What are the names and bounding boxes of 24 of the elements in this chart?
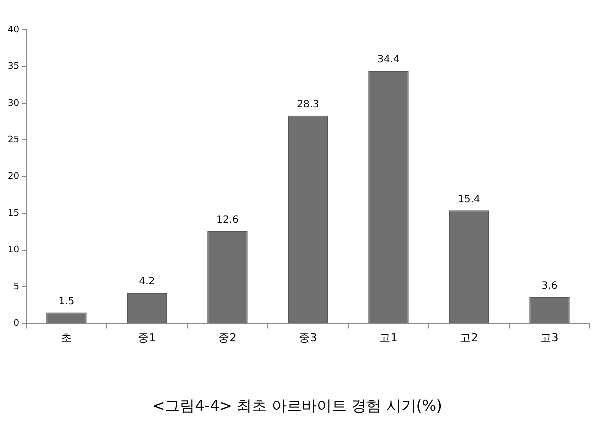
data-label: 12.6 bbox=[216, 214, 239, 226]
data-label: 15.4 bbox=[458, 194, 480, 206]
data-label: 1.5 bbox=[58, 296, 75, 308]
y-tick-label: 30 bbox=[8, 98, 20, 109]
y-tick-label: 5 bbox=[14, 282, 20, 292]
data-label: 28.3 bbox=[297, 100, 320, 111]
x-tick-label: 초 bbox=[61, 331, 72, 344]
x-tick-label: 고3 bbox=[540, 331, 559, 344]
x-tick-label: 고1 bbox=[380, 331, 398, 344]
data-label: 34.4 bbox=[378, 54, 400, 66]
y-tick-label: 10 bbox=[8, 246, 20, 256]
x-tick-label: 고2 bbox=[460, 331, 478, 344]
data-label: 4.2 bbox=[139, 276, 156, 288]
y-tick-label: 15 bbox=[8, 208, 20, 219]
text: <그림4-4> 최초 아르바이트 경험 시기(%) bbox=[152, 396, 442, 415]
data-label: 3.6 bbox=[542, 280, 558, 292]
x-tick-label: 중2 bbox=[218, 331, 237, 344]
x-tick-label: 중1 bbox=[138, 331, 156, 344]
x-tick-label: 중3 bbox=[299, 331, 318, 344]
y-tick-label: 20 bbox=[8, 172, 20, 182]
y-tick-label: 0 bbox=[14, 319, 20, 330]
y-tick-label: 35 bbox=[8, 62, 20, 72]
y-tick-label: 40 bbox=[8, 25, 20, 36]
y-tick-label: 25 bbox=[8, 136, 20, 146]
